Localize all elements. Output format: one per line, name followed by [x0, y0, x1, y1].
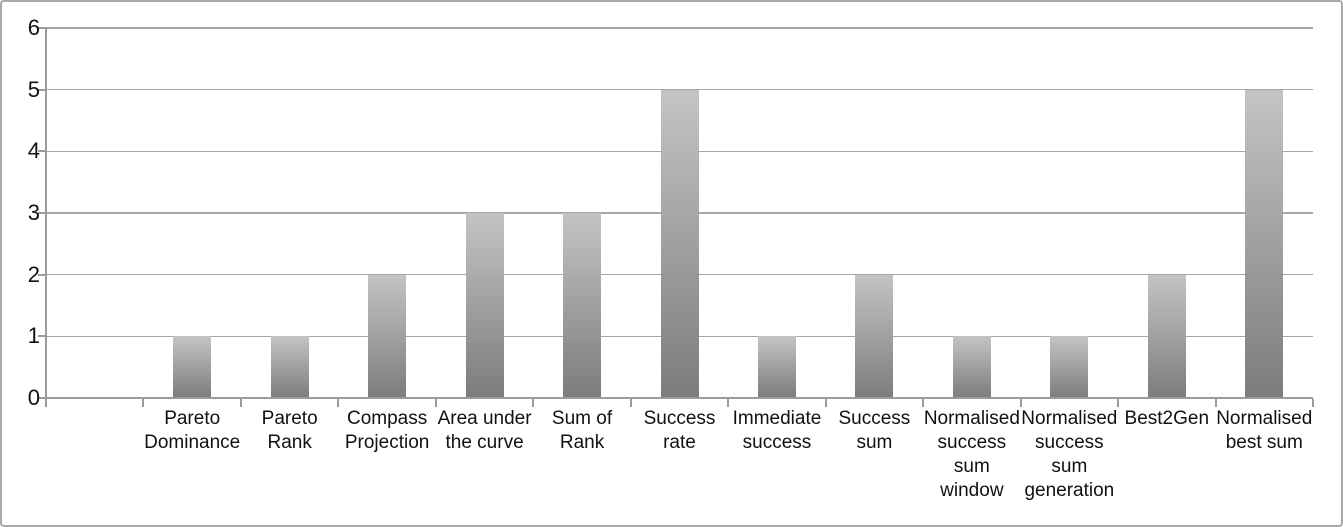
x-axis-tick	[532, 399, 535, 407]
x-axis-label: Sum of Rank	[551, 408, 613, 453]
x-axis-tick	[824, 399, 827, 407]
x-axis-label: Pareto Rank	[261, 408, 318, 453]
bar	[660, 89, 699, 398]
y-axis-tick-label: 5	[27, 76, 40, 102]
y-axis-tick-label: 3	[27, 200, 40, 225]
bar	[368, 274, 407, 398]
y-axis-tick-label: 6	[27, 15, 40, 40]
bar	[855, 274, 894, 398]
x-axis-tick	[629, 399, 632, 407]
x-axis-tick	[45, 399, 47, 407]
x-axis-label: Normalised success sum window	[923, 408, 1020, 501]
x-axis-tick	[142, 399, 145, 407]
y-axis-tick	[38, 212, 46, 214]
y-axis-tick	[38, 397, 46, 399]
x-axis-line	[46, 397, 1313, 399]
bar	[173, 336, 212, 398]
y-axis-line	[45, 28, 47, 400]
bar	[270, 336, 309, 398]
y-axis-tick	[38, 335, 46, 338]
x-axis-tick	[1019, 399, 1022, 407]
x-axis-tick	[337, 399, 340, 407]
x-axis-tick	[1312, 399, 1314, 407]
y-axis-tick	[38, 273, 46, 276]
bar	[1147, 274, 1186, 398]
x-axis-tick	[239, 399, 242, 407]
y-axis-tick	[38, 88, 46, 91]
x-axis-label: Normalised success sum generation	[1021, 408, 1118, 501]
y-axis-tick-label: 0	[27, 385, 40, 410]
y-axis-tick-label: 2	[27, 261, 40, 287]
x-axis-tick	[727, 399, 730, 407]
bar	[1245, 89, 1284, 398]
x-axis-label: Compass Projection	[344, 408, 430, 453]
bar	[1050, 336, 1089, 398]
x-axis-label: Pareto Dominance	[144, 408, 241, 453]
x-axis-tick	[1214, 399, 1217, 407]
bar	[757, 336, 796, 398]
x-axis-label: Best2Gen	[1124, 408, 1210, 429]
bar	[563, 213, 602, 398]
x-axis-tick	[434, 399, 437, 407]
x-axis-label: Area under the curve	[437, 408, 532, 453]
x-axis-tick	[922, 399, 925, 407]
bar	[465, 213, 504, 398]
y-axis-tick	[38, 150, 46, 153]
x-axis-tick	[1117, 399, 1120, 407]
gridline	[46, 27, 1313, 29]
x-axis-label: Success rate	[643, 408, 716, 453]
bar	[952, 336, 991, 398]
y-axis-tick	[38, 27, 46, 29]
y-axis-tick-label: 1	[27, 323, 40, 349]
y-axis-tick-label: 4	[27, 138, 40, 164]
x-axis-label: Success sum	[838, 408, 911, 453]
x-axis-label: Immediate success	[732, 408, 822, 453]
x-axis-label: Normalised best sum	[1216, 408, 1313, 453]
